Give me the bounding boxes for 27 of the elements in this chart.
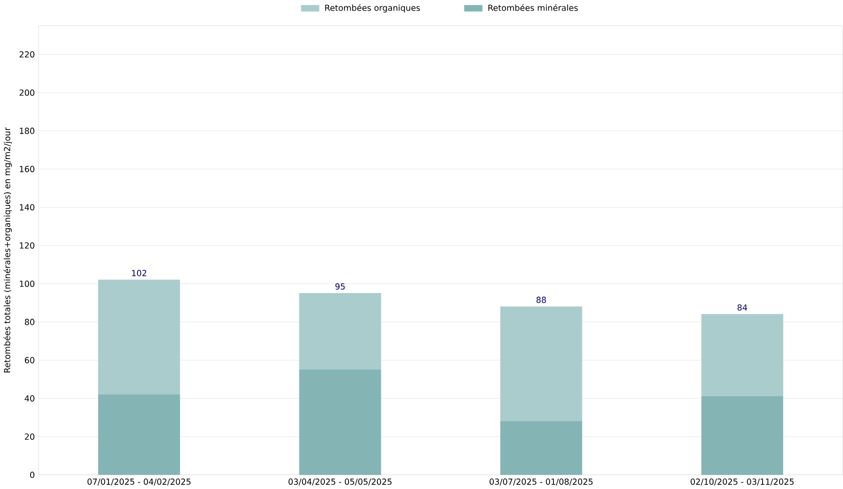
x-tick-label: 02/10/2025 - 03/11/2025 (690, 478, 794, 486)
bar (701, 314, 784, 397)
y-tick-label: 0 (30, 472, 34, 478)
y-tick-label: 100 (20, 280, 34, 287)
y-tick-label: 160 (20, 166, 34, 172)
total-label: 95 (335, 283, 345, 290)
total-label: 84 (738, 304, 748, 311)
y-tick-label: 220 (20, 51, 34, 58)
y-tick-label: 180 (20, 128, 34, 134)
total-label: 88 (536, 296, 546, 304)
x-tick-label: 07/01/2025 - 04/02/2025 (88, 478, 190, 486)
x-tick-label: 03/07/2025 - 01/08/2025 (490, 478, 593, 486)
y-tick-label: 40 (24, 395, 34, 402)
y-tick-label: 120 (20, 242, 34, 249)
bar (299, 293, 382, 370)
bar (98, 280, 180, 395)
x-tick-label: 03/04/2025 - 05/05/2025 (288, 478, 392, 486)
y-tick-label: 140 (20, 204, 34, 210)
y-tick-label: 60 (24, 357, 34, 364)
total-label: 102 (132, 270, 146, 276)
legend-label: Retombées organiques (325, 4, 420, 13)
bar (500, 306, 582, 422)
legend-label: Retombées minérales (488, 4, 578, 11)
y-axis-title: Retombées totales (minérales+organiques) en mg/m2/jour (3, 127, 12, 372)
y-tick-label: 200 (20, 89, 34, 96)
y-tick-label: 80 (24, 318, 34, 326)
y-tick-label: 20 (24, 433, 34, 440)
